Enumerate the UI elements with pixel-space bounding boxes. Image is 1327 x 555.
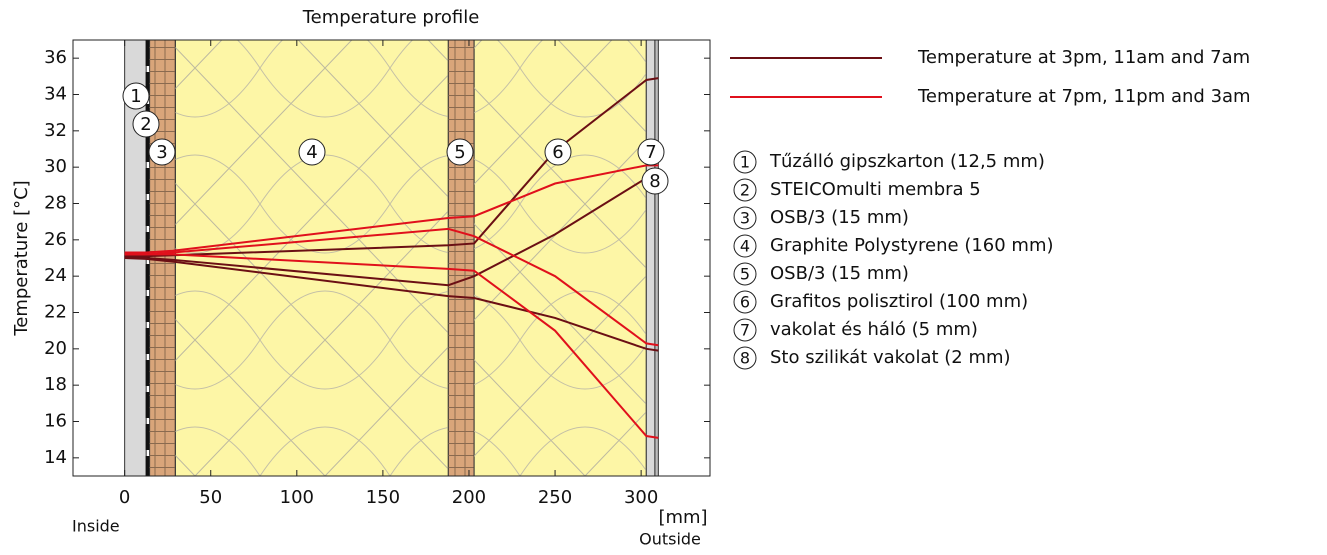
- layer-number: 5: [454, 142, 465, 163]
- y-tick-label: 34: [44, 84, 67, 105]
- layer-pattern: [175, 40, 449, 476]
- layer-number: 3: [156, 142, 167, 163]
- y-tick-label: 20: [44, 338, 67, 359]
- legend-marker: [733, 206, 757, 230]
- legend-number: 3: [740, 209, 750, 228]
- layer-pattern: [474, 40, 647, 476]
- legend-layer-name: STEICOmulti membra 5: [770, 179, 981, 200]
- x-tick-label: 100: [280, 487, 314, 508]
- legend-marker: [733, 290, 757, 314]
- x-tick-label: 50: [199, 487, 222, 508]
- plot: [124, 77, 659, 439]
- layer-marker: [544, 138, 572, 166]
- legend-layer-name: OSB/3 (15 mm): [770, 207, 909, 228]
- y-tick-label: 28: [44, 193, 67, 214]
- layer-number: 6: [552, 142, 563, 163]
- legend-layer-name: Tűzálló gipszkarton (12,5 mm): [769, 151, 1045, 172]
- legend-label: Temperature at 7pm, 11pm and 3am: [917, 86, 1251, 107]
- legend-number: 2: [740, 181, 750, 200]
- legend-marker: [733, 178, 757, 202]
- legend-layer-name: Grafitos polisztirol (100 mm): [770, 291, 1028, 312]
- x-tick-label: 200: [452, 487, 486, 508]
- layer-marker: [148, 138, 176, 166]
- legend-layer-name: Sto szilikát vakolat (2 mm): [770, 347, 1011, 368]
- y-tick-label: 26: [44, 229, 67, 250]
- inside-note: Inside: [72, 517, 120, 536]
- layer-marker: [641, 167, 669, 195]
- outside-note: Outside: [639, 530, 701, 549]
- legend-marker: [733, 318, 757, 342]
- layer: [654, 39, 659, 477]
- y-axis-label: Temperature [°C]: [11, 180, 32, 336]
- legend-number: 1: [740, 153, 750, 172]
- layer-pattern: [448, 40, 475, 476]
- legend-number: 4: [740, 237, 750, 256]
- layer-number: 1: [130, 86, 141, 107]
- layer-marker: [637, 138, 665, 166]
- layers: [124, 39, 659, 477]
- temperature-line: [124, 164, 659, 254]
- temperature-line: [124, 169, 659, 287]
- x-axis-label: [mm]: [658, 507, 707, 528]
- layer-marker: [122, 82, 150, 110]
- chart-title: Temperature profile: [302, 7, 480, 28]
- layer-number: 2: [140, 114, 151, 135]
- axes-frame: [72, 39, 711, 477]
- y-tick-label: 24: [44, 265, 67, 286]
- temperature-line: [124, 253, 659, 439]
- legend-marker: [733, 262, 757, 286]
- legend-layer-name: Graphite Polystyrene (160 mm): [770, 235, 1054, 256]
- legend-number: 5: [740, 265, 750, 284]
- x-tick-label: 0: [119, 487, 130, 508]
- layer-number: 4: [306, 142, 317, 163]
- x-tick-label: 250: [538, 487, 572, 508]
- layer-marker: [132, 110, 160, 138]
- layer: [645, 39, 656, 477]
- y-tick-label: 18: [44, 374, 67, 395]
- legend-number: 6: [740, 293, 750, 312]
- temperature-line: [124, 77, 659, 258]
- x-tick-label: 150: [366, 487, 400, 508]
- y-tick-label: 16: [44, 411, 67, 432]
- layer-number: 7: [645, 142, 656, 163]
- legend-layer-name: vakolat és háló (5 mm): [770, 319, 978, 340]
- legend-label: Temperature at 3pm, 11am and 7am: [917, 47, 1250, 68]
- legend-marker: [733, 150, 757, 174]
- legend-layer-name: OSB/3 (15 mm): [770, 263, 909, 284]
- layer-number: 8: [649, 171, 660, 192]
- legend-number: 7: [740, 321, 750, 340]
- y-tick-label: 14: [44, 447, 67, 468]
- layer-marker: [298, 138, 326, 166]
- temperature-line: [124, 257, 659, 352]
- x-tick-label: 300: [624, 487, 658, 508]
- legend-marker: [733, 234, 757, 258]
- legend-number: 8: [740, 349, 750, 368]
- y-tick-label: 30: [44, 156, 67, 177]
- layer-marker: [446, 138, 474, 166]
- legend-marker: [733, 346, 757, 370]
- y-tick-label: 22: [44, 302, 67, 323]
- y-tick-label: 36: [44, 47, 67, 68]
- y-tick-label: 32: [44, 120, 67, 141]
